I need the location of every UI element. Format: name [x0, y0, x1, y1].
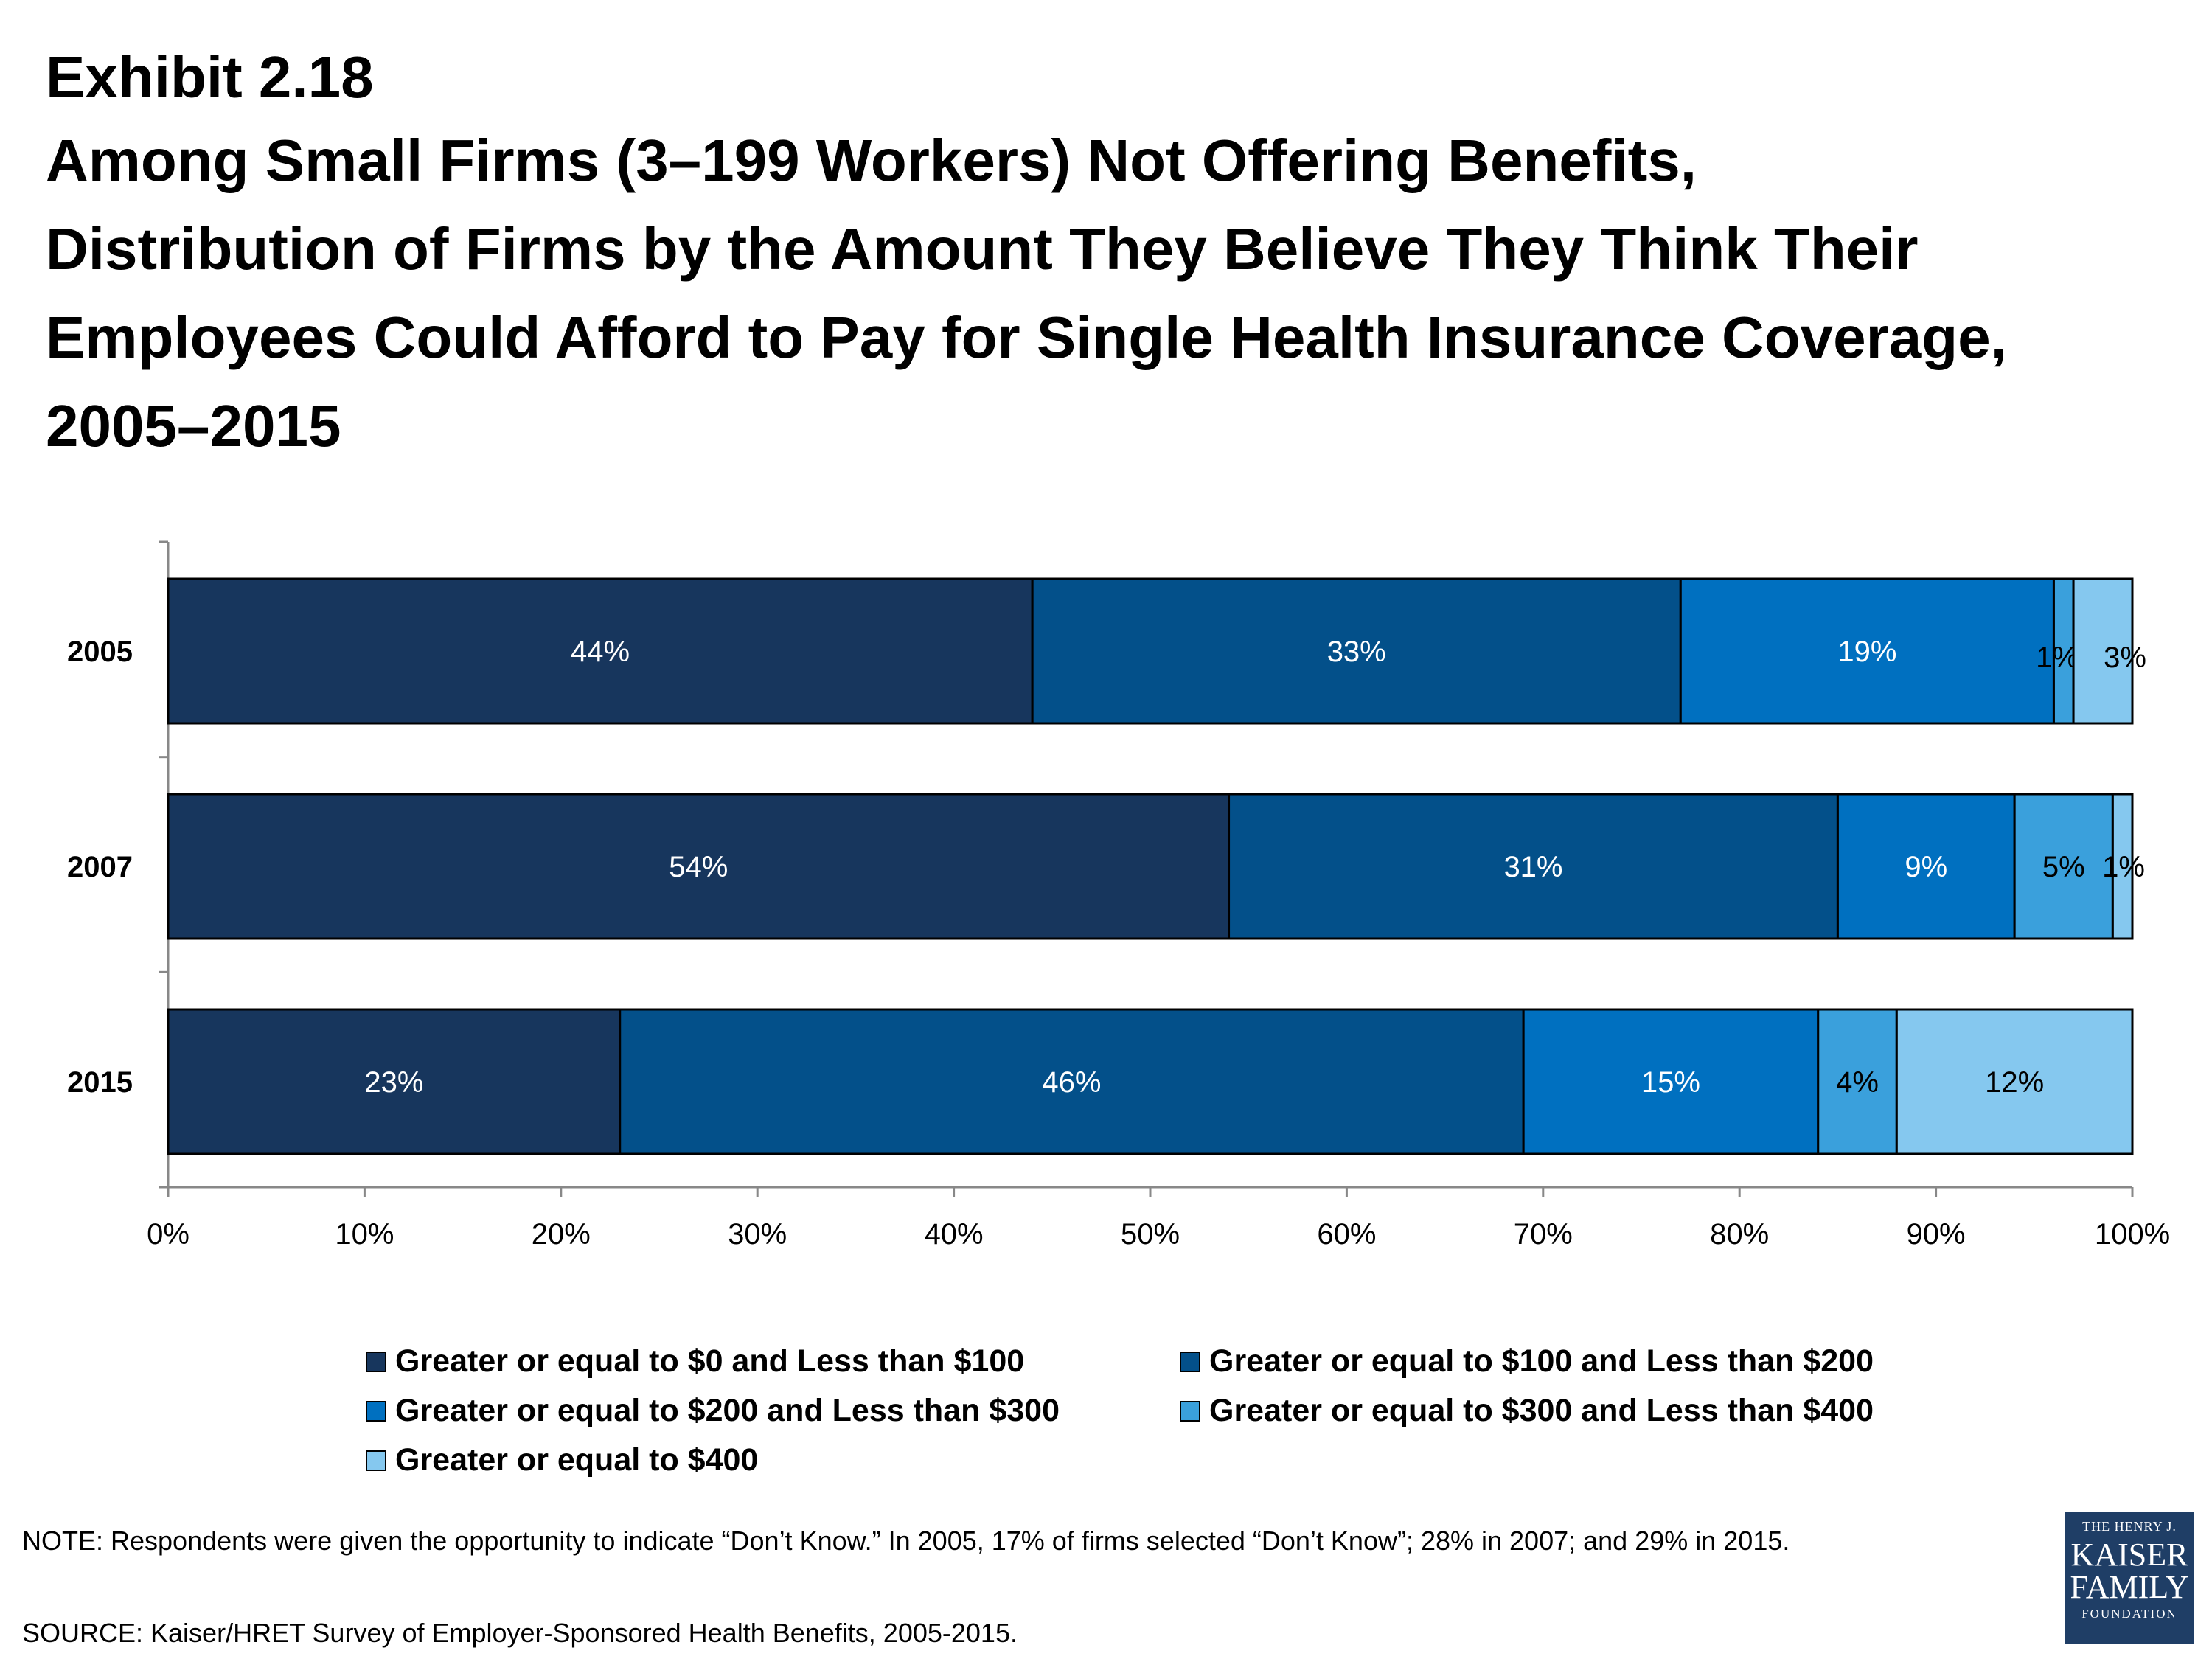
data-label-2005-s0: 44%	[571, 636, 630, 668]
x-tick-label: 90%	[1907, 1218, 1966, 1251]
data-label-2005-s2: 19%	[1837, 636, 1896, 668]
bar-segment-2005-s4	[2072, 577, 2134, 725]
bar-segment-2007-s2	[1836, 793, 2016, 940]
data-label-2015-s1: 46%	[1042, 1066, 1101, 1099]
legend-swatch	[366, 1400, 386, 1422]
bar-segment-2005-s1	[1031, 577, 1682, 725]
legend-label: Greater or equal to $300 and Less than $…	[1209, 1393, 1874, 1428]
x-tick-label: 70%	[1514, 1218, 1573, 1251]
data-label-2007-s4: 1%	[2102, 851, 2145, 883]
exhibit-number: Exhibit 2.18	[46, 44, 374, 110]
category-label-2007: 2007	[67, 851, 133, 883]
legend-swatch	[1180, 1400, 1200, 1422]
footnote: NOTE: Respondents were given the opportu…	[22, 1526, 1790, 1556]
chart-title-line-1: Among Small Firms (3–199 Workers) Not Of…	[46, 128, 1697, 193]
data-label-2015-s4: 12%	[1985, 1066, 2044, 1099]
x-tick-label: 100%	[2095, 1218, 2170, 1251]
chart-title-line-3: Employees Could Afford to Pay for Single…	[46, 305, 2007, 370]
legend-label: Greater or equal to $0 and Less than $10…	[395, 1343, 1025, 1379]
data-label-2005-s3: 1%	[2036, 641, 2079, 674]
bar-segment-2015-s4	[1895, 1008, 2134, 1155]
logo-line-4: FOUNDATION	[2081, 1607, 2177, 1621]
category-label-2015: 2015	[67, 1066, 133, 1099]
logo-line-1: THE HENRY J.	[2082, 1519, 2177, 1534]
source-note: SOURCE: Kaiser/HRET Survey of Employer-S…	[22, 1618, 1018, 1648]
legend: Greater or equal to $0 and Less than $10…	[366, 1343, 1988, 1506]
data-label-2005-s1: 33%	[1327, 636, 1386, 668]
x-tick-label: 10%	[335, 1218, 394, 1251]
chart-title-line-2: Distribution of Firms by the Amount They…	[46, 216, 1919, 282]
stacked-bar-chart: 0% 10% 20% 30% 40% 50% 60% 70% 80% 90% 100% 2005 44%…	[67, 540, 2170, 1251]
kff-logo: THE HENRY J. KAISER FAMILY FOUNDATION	[2065, 1512, 2194, 1644]
data-label-2007-s3: 5%	[2042, 851, 2085, 883]
data-label-2005-s4: 3%	[2104, 641, 2146, 674]
bar-segment-2015-s0	[167, 1008, 622, 1155]
legend-label: Greater or equal to $100 and Less than $…	[1209, 1343, 1874, 1379]
x-tick-label: 0%	[147, 1218, 189, 1251]
logo-line-2: KAISER	[2070, 1537, 2188, 1573]
legend-swatch	[1180, 1351, 1200, 1372]
bar-segment-2007-s0	[167, 793, 1231, 940]
legend-item-0-100: Greater or equal to $0 and Less than $10…	[366, 1343, 1024, 1380]
x-tick-label: 60%	[1317, 1218, 1376, 1251]
x-tick-label: 30%	[728, 1218, 787, 1251]
chart-title-line-4: 2005–2015	[46, 393, 341, 459]
legend-item-400-plus: Greater or equal to $400	[366, 1442, 758, 1478]
data-label-2015-s2: 15%	[1641, 1066, 1700, 1099]
data-label-2007-s0: 54%	[669, 851, 728, 883]
data-label-2015-s3: 4%	[1836, 1066, 1879, 1099]
logo-line-3: FAMILY	[2070, 1569, 2189, 1605]
bar-segment-2007-s3	[2013, 793, 2114, 940]
legend-label: Greater or equal to $200 and Less than $…	[395, 1393, 1060, 1428]
bar-segment-2007-s4	[2111, 793, 2134, 940]
x-tick-label: 20%	[532, 1218, 591, 1251]
x-tick-label: 40%	[925, 1218, 984, 1251]
category-label-2005: 2005	[67, 636, 133, 668]
x-tick-label: 80%	[1710, 1218, 1769, 1251]
legend-item-300-400: Greater or equal to $300 and Less than $…	[1180, 1393, 1874, 1429]
legend-swatch	[366, 1450, 386, 1471]
legend-swatch	[366, 1351, 386, 1372]
data-label-2007-s1: 31%	[1503, 851, 1562, 883]
legend-item-200-300: Greater or equal to $200 and Less than $…	[366, 1393, 1060, 1429]
bar-segment-2015-s2	[1522, 1008, 1820, 1155]
legend-label: Greater or equal to $400	[395, 1442, 759, 1478]
x-tick-label: 50%	[1121, 1218, 1180, 1251]
bar-segment-2005-s0	[167, 577, 1034, 725]
bar-segment-2007-s1	[1228, 793, 1839, 940]
bar-segment-2005-s2	[1679, 577, 2055, 725]
legend-item-100-200: Greater or equal to $100 and Less than $…	[1180, 1343, 1874, 1380]
data-label-2015-s0: 23%	[364, 1066, 423, 1099]
title-block: Exhibit 2.18 Among Small Firms (3–199 Wo…	[46, 38, 2169, 470]
data-label-2007-s2: 9%	[1905, 851, 1947, 883]
